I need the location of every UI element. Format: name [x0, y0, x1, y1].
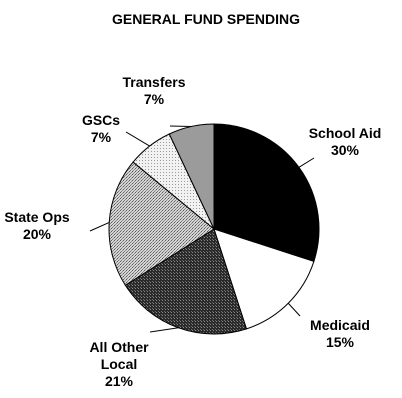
slice-value-medicaid: 15%	[326, 334, 355, 350]
slice-label-all-other-local: All Other Local	[89, 339, 149, 372]
slice-label-gscs: GSCs	[82, 112, 120, 128]
slice-label-school-aid: School Aid	[309, 125, 382, 141]
slice-label-medicaid: Medicaid	[310, 317, 370, 333]
slice-value-school-aid: 30%	[331, 142, 360, 158]
slice-label-state-ops: State Ops	[4, 209, 70, 225]
leader-line-all-other-local	[149, 327, 179, 333]
leader-line-transfers	[169, 125, 192, 128]
slice-value-transfers: 7%	[144, 91, 165, 107]
slice-value-all-other-local: 21%	[105, 373, 134, 389]
slice-label-transfers: Transfers	[122, 74, 185, 90]
slice-value-state-ops: 20%	[23, 226, 52, 242]
leader-line-medicaid	[287, 302, 301, 317]
slice-value-gscs: 7%	[91, 129, 112, 145]
pie-slice-all-other-local	[124, 228, 248, 335]
leader-line-state-ops	[89, 221, 110, 232]
chart-title: GENERAL FUND SPENDING	[112, 11, 300, 27]
leader-line-school-aid	[298, 157, 315, 168]
leader-line-gscs	[125, 131, 150, 147]
